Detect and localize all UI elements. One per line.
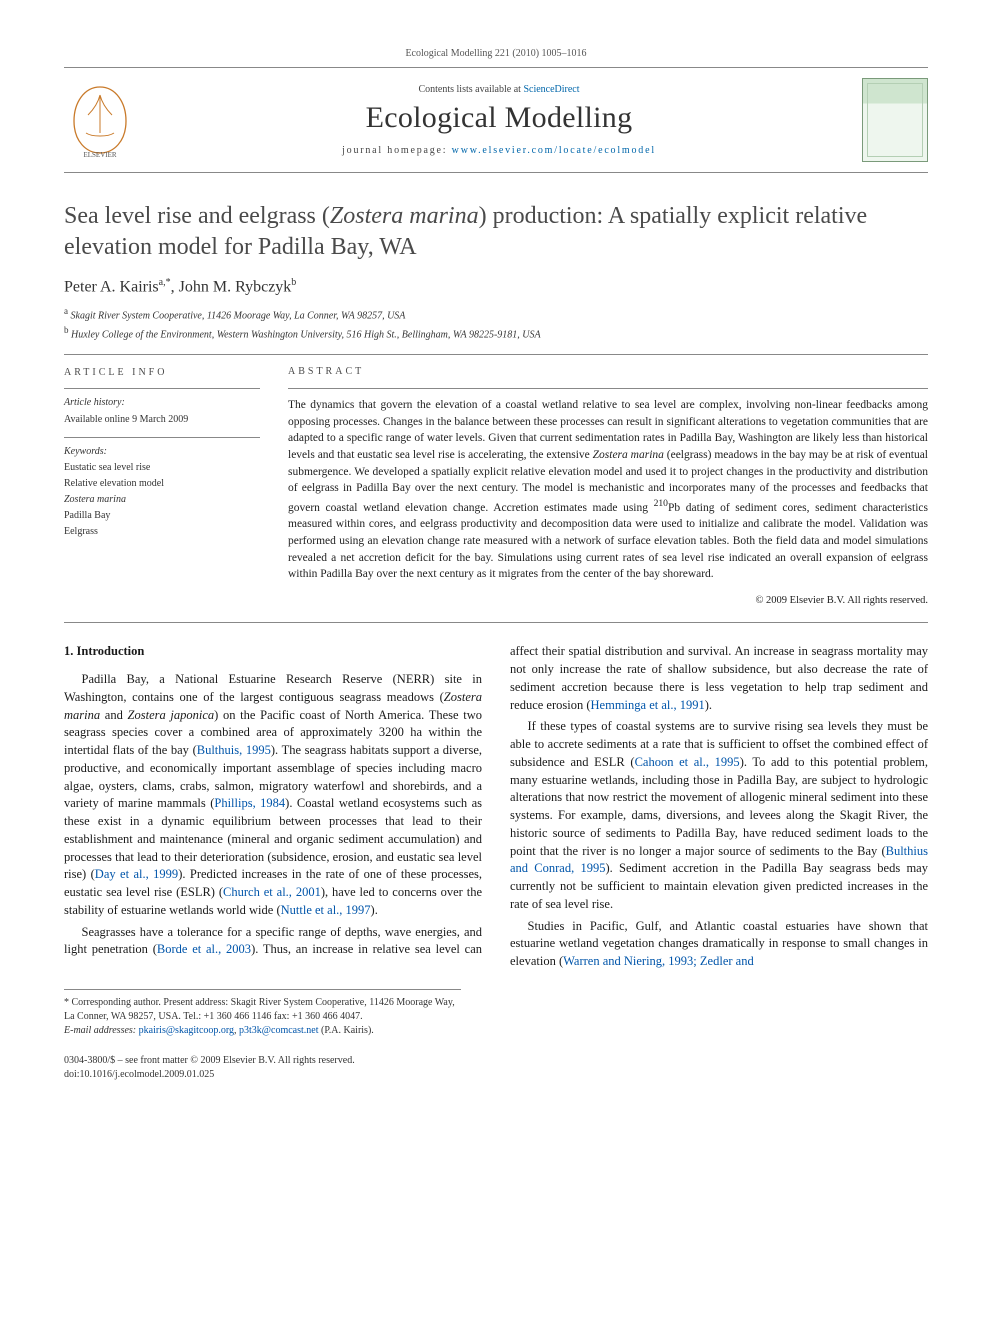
homepage-link[interactable]: www.elsevier.com/locate/ecolmodel xyxy=(452,145,656,156)
ref-cahoon-1995[interactable]: Cahoon et al., 1995 xyxy=(635,755,740,769)
author-2-affil: b xyxy=(291,277,296,288)
contents-line: Contents lists available at ScienceDirec… xyxy=(152,84,846,95)
footnote-star: * xyxy=(64,997,69,1008)
email-who: (P.A. Kairis). xyxy=(319,1025,374,1036)
p1-h: ). xyxy=(371,903,378,917)
svg-text:ELSEVIER: ELSEVIER xyxy=(83,151,116,159)
journal-homepage: journal homepage: www.elsevier.com/locat… xyxy=(152,145,846,156)
journal-cover-thumb xyxy=(862,78,928,162)
sciencedirect-link[interactable]: ScienceDirect xyxy=(523,84,579,95)
p3-b: ). To add to this potential problem, man… xyxy=(510,755,928,858)
article-info: article info Article history: Available … xyxy=(64,365,260,608)
footnote-line-1: Corresponding author. Present address: S… xyxy=(64,997,455,1022)
affiliation-a: a Skagit River System Cooperative, 11426… xyxy=(64,305,928,324)
affil-a-sup: a xyxy=(64,306,68,316)
abs-sup: 210 xyxy=(654,498,668,509)
elsevier-logo: ELSEVIER xyxy=(64,81,136,159)
ref-phillips-1984[interactable]: Phillips, 1984 xyxy=(214,796,285,810)
section-1-head: 1. Introduction xyxy=(64,643,482,661)
abstract-body: The dynamics that govern the elevation o… xyxy=(288,397,928,583)
keyword-4: Padilla Bay xyxy=(64,508,260,523)
ref-hemminga-1991[interactable]: Hemminga et al., 1991 xyxy=(591,698,705,712)
title-part-a: Sea level rise and eelgrass ( xyxy=(64,203,330,229)
affiliations: a Skagit River System Cooperative, 11426… xyxy=(64,305,928,343)
keyword-2: Relative elevation model xyxy=(64,476,260,491)
ref-church-2001[interactable]: Church et al., 2001 xyxy=(223,885,321,899)
page: Ecological Modelling 221 (2010) 1005–101… xyxy=(0,0,992,1114)
abstract-rule xyxy=(288,388,928,389)
title-part-b-italic: Zostera marina xyxy=(330,203,479,229)
p2-c: ). xyxy=(705,698,712,712)
affiliation-b: b Huxley College of the Environment, Wes… xyxy=(64,324,928,343)
masthead: ELSEVIER Contents lists available at Sci… xyxy=(64,67,928,173)
masthead-center: Contents lists available at ScienceDirec… xyxy=(152,84,846,156)
footnote: * Corresponding author. Present address:… xyxy=(64,989,461,1038)
history-line: Available online 9 March 2009 xyxy=(64,412,260,427)
keywords-head: Keywords: xyxy=(64,444,260,459)
author-2: John M. Rybczyk xyxy=(179,279,292,296)
abstract-head: abstract xyxy=(288,365,928,380)
article-info-head: article info xyxy=(64,365,260,380)
keyword-1: Eustatic sea level rise xyxy=(64,460,260,475)
abstract-copyright: © 2009 Elsevier B.V. All rights reserved… xyxy=(288,593,928,608)
ref-nuttle-1997[interactable]: Nuttle et al., 1997 xyxy=(281,903,371,917)
footer: 0304-3800/$ – see front matter © 2009 El… xyxy=(64,1054,928,1082)
homepage-prefix: journal homepage: xyxy=(342,145,452,156)
para-1: Padilla Bay, a National Estuarine Resear… xyxy=(64,671,482,920)
para-3: If these types of coastal systems are to… xyxy=(510,718,928,913)
para-4: Studies in Pacific, Gulf, and Atlantic c… xyxy=(510,918,928,971)
running-head: Ecological Modelling 221 (2010) 1005–101… xyxy=(64,48,928,59)
history-head: Article history: xyxy=(64,395,260,410)
abs-it1: Zostera marina xyxy=(593,449,664,461)
info-rule-1 xyxy=(64,388,260,389)
authors: Peter A. Kairisa,*, John M. Rybczykb xyxy=(64,277,928,296)
keyword-5: Eelgrass xyxy=(64,524,260,539)
affil-b-sup: b xyxy=(64,325,69,335)
info-grid: article info Article history: Available … xyxy=(64,365,928,608)
footer-issn: 0304-3800/$ – see front matter © 2009 El… xyxy=(64,1054,928,1068)
ref-warren-niering-1993[interactable]: Warren and Niering, 1993; Zedler and xyxy=(563,954,754,968)
ref-bulthuis-1995[interactable]: Bulthuis, 1995 xyxy=(197,743,271,757)
journal-title: Ecological Modelling xyxy=(152,101,846,135)
ref-borde-2003[interactable]: Borde et al., 2003 xyxy=(157,942,251,956)
info-rule-2 xyxy=(64,437,260,438)
contents-prefix: Contents lists available at xyxy=(418,84,523,95)
author-1-affil: a,* xyxy=(159,277,171,288)
affil-b-text: Huxley College of the Environment, Weste… xyxy=(71,329,541,340)
p1-it2: Zostera japonica xyxy=(128,708,215,722)
rule-top xyxy=(64,354,928,355)
abstract: abstract The dynamics that govern the el… xyxy=(288,365,928,608)
keyword-3-italic: Zostera marina xyxy=(64,494,126,505)
footer-doi: doi:10.1016/j.ecolmodel.2009.01.025 xyxy=(64,1068,928,1082)
p1-a: Padilla Bay, a National Estuarine Resear… xyxy=(64,672,482,704)
keyword-3: Zostera marina xyxy=(64,492,260,507)
body-columns: 1. Introduction Padilla Bay, a National … xyxy=(64,643,928,971)
p1-b: and xyxy=(100,708,127,722)
email-link-2[interactable]: p3t3k@comcast.net xyxy=(239,1025,318,1036)
article-title: Sea level rise and eelgrass (Zostera mar… xyxy=(64,201,928,263)
rule-mid xyxy=(64,622,928,623)
footnote-email-label: E-mail addresses: xyxy=(64,1025,136,1036)
ref-day-1999[interactable]: Day et al., 1999 xyxy=(95,867,178,881)
email-link-1[interactable]: pkairis@skagitcoop.org xyxy=(139,1025,234,1036)
affil-a-text: Skagit River System Cooperative, 11426 M… xyxy=(71,310,406,321)
author-1: Peter A. Kairis xyxy=(64,279,159,296)
